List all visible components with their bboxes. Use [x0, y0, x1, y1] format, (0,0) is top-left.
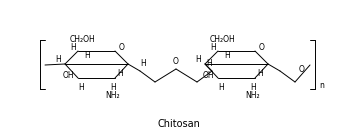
Text: Chitosan: Chitosan — [158, 119, 200, 129]
Text: H: H — [195, 55, 201, 64]
Text: H: H — [206, 59, 212, 68]
Text: H: H — [257, 68, 263, 78]
Text: OH: OH — [202, 71, 214, 79]
Text: H: H — [55, 55, 61, 64]
Text: NH₂: NH₂ — [246, 92, 260, 101]
Text: H: H — [140, 59, 146, 68]
Text: O: O — [173, 56, 179, 65]
Text: H: H — [218, 82, 224, 92]
Text: H: H — [250, 82, 256, 92]
Text: CH₂OH: CH₂OH — [70, 35, 96, 45]
Text: H: H — [84, 52, 90, 61]
Text: O: O — [299, 65, 305, 73]
Text: H: H — [117, 68, 123, 78]
Text: O: O — [119, 44, 125, 52]
Text: H: H — [110, 82, 116, 92]
Text: H: H — [224, 52, 230, 61]
Text: OH: OH — [62, 71, 74, 79]
Text: CH₂OH: CH₂OH — [210, 35, 236, 45]
Text: n: n — [320, 82, 325, 91]
Text: O: O — [259, 44, 265, 52]
Text: H: H — [210, 42, 216, 52]
Text: NH₂: NH₂ — [106, 92, 120, 101]
Text: H: H — [78, 82, 84, 92]
Text: H: H — [70, 42, 76, 52]
